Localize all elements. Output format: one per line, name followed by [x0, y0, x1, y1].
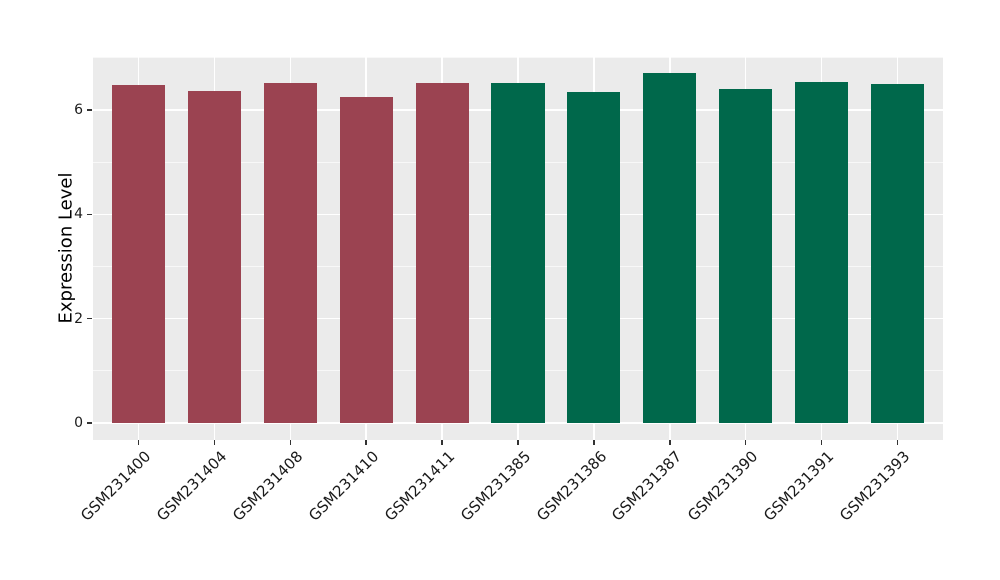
x-tick-mark	[213, 440, 216, 445]
x-tick-mark	[593, 440, 595, 445]
x-tick-mark	[441, 440, 443, 445]
x-tick-label: GSM231400	[77, 447, 155, 525]
bar-GSM231400	[111, 84, 166, 423]
bar-GSM231391	[795, 81, 849, 423]
bar-GSM231410	[339, 97, 393, 423]
bar-GSM231385	[491, 82, 545, 423]
y-axis-title: Expression Level	[55, 172, 77, 324]
bar-GSM231404	[187, 91, 241, 423]
y-tick-label: 4	[74, 206, 83, 223]
bar-GSM231387	[643, 73, 697, 423]
x-tick-label: GSM231391	[760, 447, 838, 525]
bar-GSM231393	[870, 83, 924, 423]
x-tick-mark	[365, 440, 367, 445]
bar-GSM231386	[567, 92, 621, 423]
y-tick-mark	[87, 109, 92, 111]
x-tick-label: GSM231410	[304, 447, 383, 525]
y-tick-label: 0	[74, 415, 83, 431]
x-tick-label: GSM231408	[229, 447, 307, 525]
y-tick-mark	[87, 213, 92, 216]
plot-panel	[93, 57, 943, 440]
bar-GSM231390	[719, 88, 773, 423]
y-tick-mark	[87, 317, 92, 320]
x-tick-label: GSM231385	[456, 447, 535, 525]
x-tick-label: GSM231387	[608, 447, 686, 525]
x-tick-label: GSM231390	[684, 447, 762, 525]
y-tick-mark	[87, 422, 92, 424]
x-tick-mark	[744, 440, 747, 445]
x-tick-label: GSM231386	[532, 447, 610, 525]
x-tick-mark	[289, 440, 292, 445]
x-tick-mark	[137, 440, 140, 445]
bar-GSM231408	[263, 82, 317, 423]
y-tick-label: 2	[74, 310, 83, 327]
y-tick-label: 6	[74, 101, 83, 118]
x-tick-mark	[896, 440, 899, 445]
x-tick-label: GSM231393	[836, 447, 914, 525]
x-tick-mark	[669, 440, 671, 445]
x-tick-mark	[820, 440, 823, 445]
x-tick-label: GSM231411	[380, 447, 459, 525]
x-tick-mark	[517, 440, 519, 445]
x-tick-label: GSM231404	[153, 447, 231, 525]
bar-GSM231411	[415, 82, 469, 423]
